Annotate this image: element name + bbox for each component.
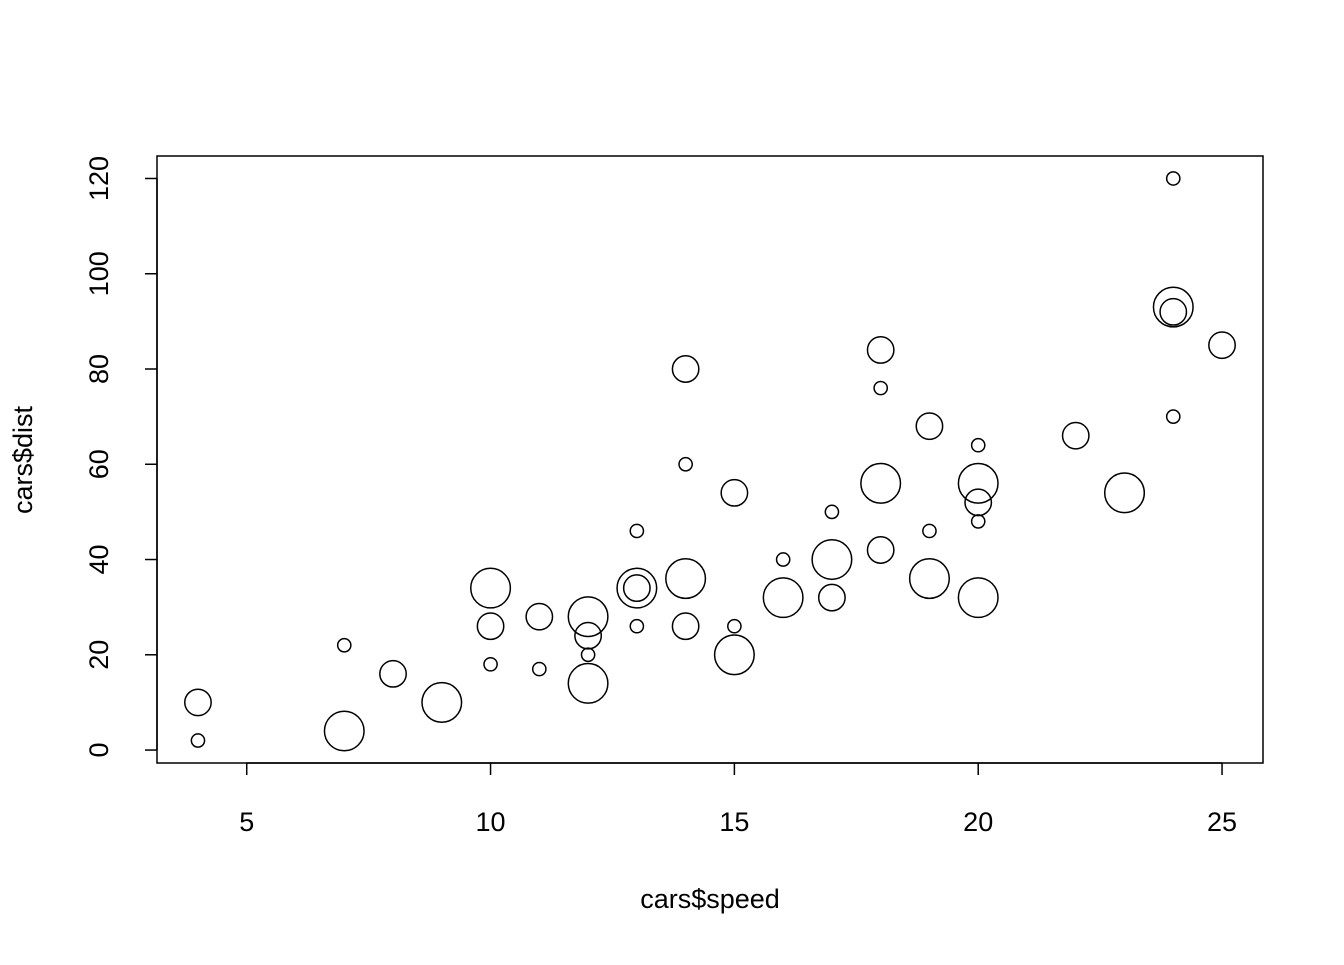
point: [866, 336, 895, 364]
point: [866, 536, 895, 564]
y-axis-label: cars$dist: [8, 405, 38, 514]
point: [727, 618, 742, 634]
point: [580, 647, 596, 663]
point: [421, 681, 463, 723]
point: [1103, 472, 1146, 514]
point: [922, 523, 937, 539]
point: [567, 662, 609, 704]
point: [574, 621, 603, 650]
point: [531, 661, 547, 677]
point: [775, 552, 791, 567]
point: [964, 488, 993, 517]
point: [184, 688, 212, 717]
point: [720, 478, 749, 507]
y-tick-label: 0: [84, 743, 114, 758]
x-tick-label: 25: [1207, 807, 1237, 837]
point: [678, 456, 693, 472]
y-tick-label: 100: [84, 251, 114, 296]
point: [811, 538, 853, 581]
point: [873, 380, 889, 396]
point: [323, 710, 365, 752]
point: [1152, 286, 1194, 328]
y-tick-label: 40: [84, 545, 114, 575]
point: [616, 567, 658, 609]
point: [567, 596, 609, 638]
point: [483, 656, 498, 672]
x-tick-label: 10: [476, 807, 506, 837]
point: [762, 577, 804, 619]
point: [908, 558, 950, 600]
point: [629, 523, 645, 539]
point: [1165, 409, 1181, 424]
x-axis-label: cars$speed: [640, 884, 780, 914]
point: [957, 577, 999, 619]
point: [476, 612, 505, 641]
point: [824, 504, 840, 520]
y-tick-label: 60: [84, 449, 114, 479]
point: [629, 618, 645, 634]
point: [336, 637, 352, 653]
y-tick-label: 20: [84, 640, 114, 670]
point: [622, 574, 651, 603]
point: [665, 558, 707, 600]
x-tick-label: 20: [963, 807, 993, 837]
point: [915, 412, 944, 441]
point: [379, 659, 407, 688]
point: [525, 602, 554, 631]
point: [817, 583, 846, 612]
point: [1165, 171, 1181, 186]
point: [860, 462, 902, 504]
point: [1061, 421, 1090, 450]
point: [470, 567, 512, 609]
plot-frame: [156, 155, 1264, 764]
x-tick-label: 5: [239, 807, 254, 837]
point: [1208, 331, 1236, 360]
point: [970, 437, 986, 453]
point: [190, 733, 206, 748]
point: [957, 462, 999, 504]
point: [671, 612, 700, 641]
y-tick-label: 120: [84, 156, 114, 201]
point: [713, 634, 755, 676]
point: [970, 514, 986, 529]
point: [671, 355, 700, 383]
x-tick-label: 15: [719, 807, 749, 837]
point: [1159, 297, 1188, 326]
y-tick-label: 80: [84, 354, 114, 384]
